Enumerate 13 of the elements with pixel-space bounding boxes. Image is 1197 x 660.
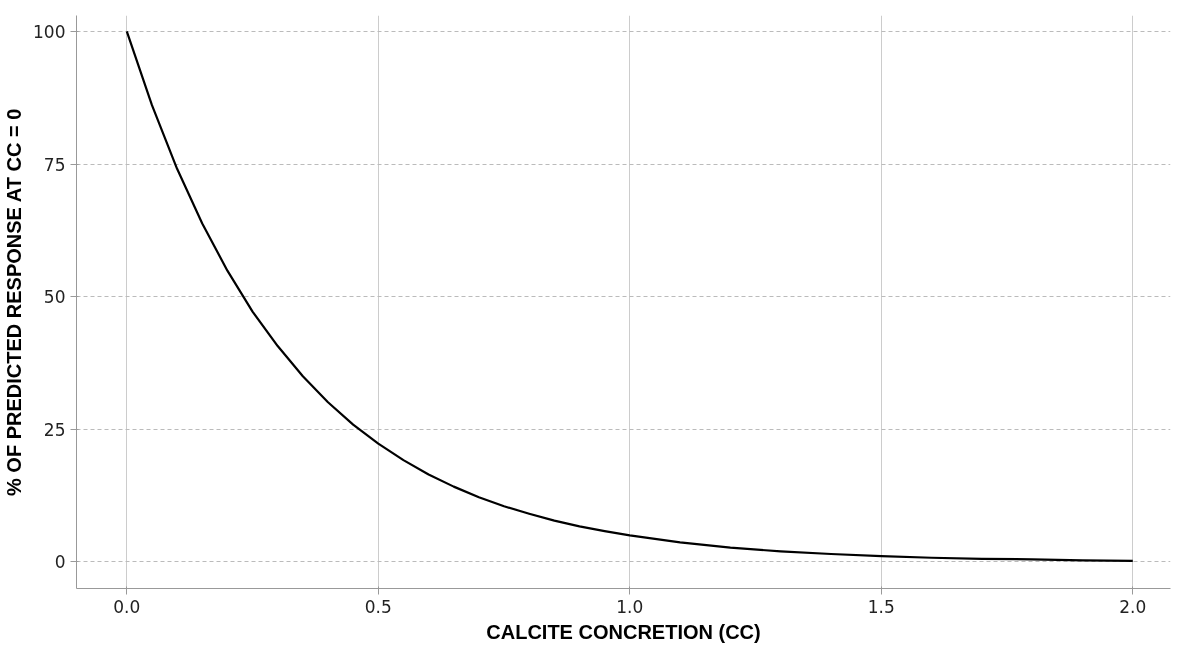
y-tick-label: 50 [43,287,66,308]
y-tick-label: 25 [43,419,66,440]
y-axis-title: % OF PREDICTED RESPONSE AT CC = 0 [3,108,26,497]
x-tick-label: 0.5 [364,596,392,617]
y-tick-label: 0 [54,552,66,573]
x-tick-label: 2.0 [1119,596,1147,617]
x-tick-label: 0.0 [113,596,141,617]
x-tick-label: 1.0 [616,596,644,617]
line-series [125,30,1134,563]
y-tick-label: 100 [33,21,66,42]
x-axis-title: CALCITE CONCRETION (CC) [486,620,761,643]
x-tick-label: 1.5 [867,596,895,617]
y-tick-label: 75 [43,154,66,175]
